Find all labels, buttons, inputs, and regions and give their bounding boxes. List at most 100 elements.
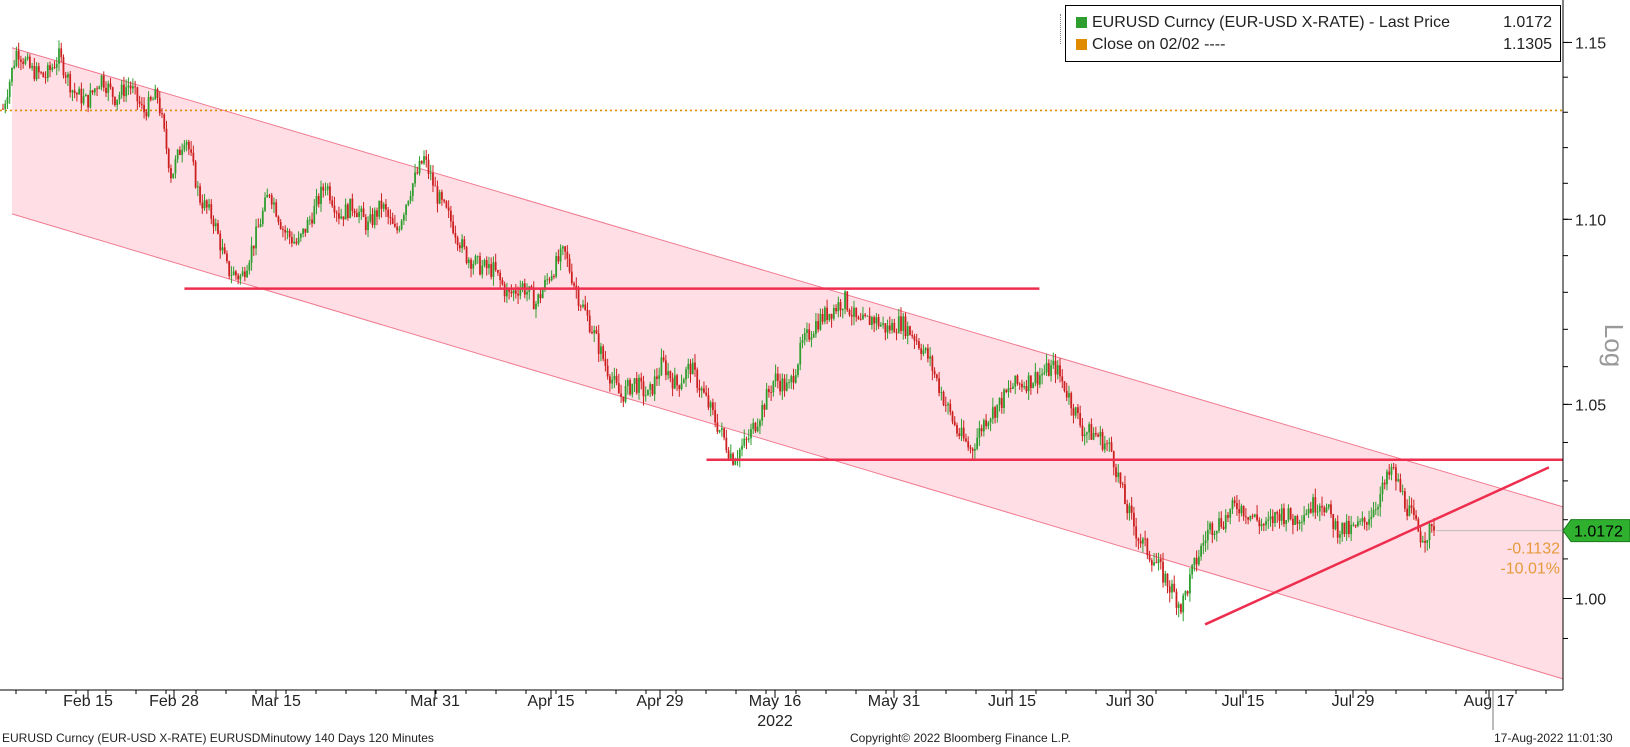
candle-body [22,61,25,64]
candle-body [467,259,470,263]
candle-body [626,379,629,387]
candle-body [398,229,401,231]
candle-body [1386,471,1388,485]
candle-body [1141,538,1144,544]
candle-body [1144,538,1147,540]
candle-body [149,97,152,100]
candle-body [1146,538,1149,556]
candle-body [214,223,217,227]
candle-body [996,404,999,418]
candle-body [505,289,508,297]
candle-body [1094,433,1097,435]
candle-body [1036,372,1039,385]
candle-body [87,94,89,108]
candle-body [44,77,47,79]
candle-body [196,186,199,188]
candle-body [378,200,381,217]
candle-body [96,88,98,90]
candle-body [438,192,441,204]
candle-body [776,373,779,381]
candle-body [857,317,860,320]
candle-body [114,96,116,106]
candle-body [257,226,260,228]
candle-body [651,384,654,395]
candle-body [116,99,119,106]
candle-body [600,346,602,354]
candle-body [783,378,786,391]
candle-body [33,65,36,80]
candle-body [1148,555,1151,561]
candle-body [1077,407,1079,414]
candle-body [553,276,555,277]
legend-entry-close-ref: Close on 02/02 ---- 1.1305 [1076,35,1552,55]
candle-body [1052,360,1055,366]
candle-body [1193,557,1196,566]
candle-body [1115,467,1117,478]
candle-body [676,375,678,386]
trend-support-line [1204,466,1550,626]
candle-body [364,217,367,231]
candle-body [785,382,788,391]
candle-body [1298,521,1301,524]
candle-body [779,380,781,392]
candle-body [685,369,687,380]
candle-body [203,200,206,209]
candle-body [165,128,168,150]
candle-body [172,173,175,179]
candle-body [427,159,430,174]
candle-body [900,316,902,331]
candle-body [577,289,580,306]
candle-body [221,247,224,251]
candle-body [98,86,101,90]
x-tick-label: Jul 15 [1222,693,1265,710]
candle-body [360,208,363,212]
candle-body [875,317,878,324]
candle-body [476,256,479,258]
candle-body [586,310,589,316]
candle-body [376,210,378,217]
candle-body [611,379,614,384]
candle-body [635,378,638,393]
candle-body [868,315,871,325]
candle-body [503,284,506,297]
candle-body [1175,591,1178,608]
candle-body [521,283,524,289]
candle-body [1300,521,1303,523]
candle-body [1189,574,1191,594]
candle-body [570,271,573,284]
candle-body [1305,513,1308,516]
candle-body [315,196,318,206]
candle-body [1027,375,1030,392]
orange-swatch-icon [1076,39,1087,50]
candle-body [1155,562,1158,564]
candle-body [828,313,831,321]
candle-body [902,316,905,331]
y-tick-label: 1.10 [1575,212,1606,229]
candle-body [394,223,396,227]
candle-body [640,377,643,382]
candle-body [286,230,289,233]
candle-body [299,233,302,238]
candle-body [835,307,837,312]
candle-body [660,357,663,376]
candle-body [915,340,918,342]
candle-body [1406,508,1409,517]
candle-body [680,383,683,390]
candle-body [638,377,640,393]
legend-series2-value: 1.1305 [1503,36,1552,53]
candle-body [1133,512,1135,527]
candle-body [1428,524,1431,540]
candle-body [147,97,150,117]
candle-body [1117,472,1120,478]
candle-body [1059,365,1061,377]
candle-body [179,149,181,155]
x-tick-label: Apr 15 [527,693,574,710]
candle-body [658,375,661,379]
candle-body [559,248,562,262]
candle-body [931,356,934,371]
candle-body [78,88,81,95]
candle-body [167,149,170,169]
candle-body [282,228,284,230]
candle-body [1045,363,1048,373]
candle-body [1092,433,1095,440]
